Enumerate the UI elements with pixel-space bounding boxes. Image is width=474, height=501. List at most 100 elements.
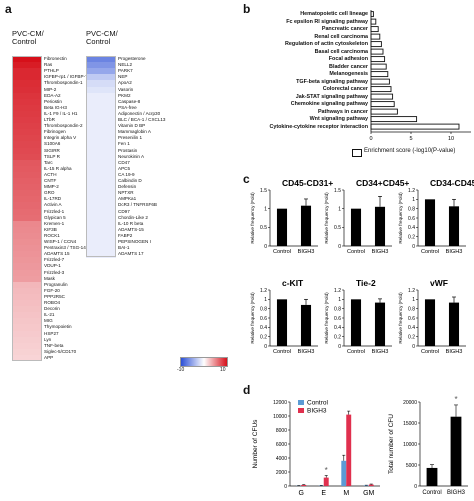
chart-y-tick-label: 0	[338, 244, 341, 250]
heatmap-cell	[12, 159, 42, 167]
heatmap-row-label: PARK7	[118, 68, 133, 74]
heatmap-cell	[12, 324, 42, 331]
cfu-category-label: E	[321, 490, 326, 497]
heatmap-cell	[12, 220, 42, 228]
chart-y-tick-label: 0.8	[408, 306, 415, 312]
heatmap-cell	[12, 293, 42, 301]
total-cfu-y-label: Total number of CFU	[388, 414, 395, 474]
heatmap-row-label: AMPKa1	[118, 196, 137, 202]
chart-category-label: BIGH3	[372, 249, 389, 255]
heatmap-row-label: Frizzled-1	[44, 208, 65, 214]
enrichment-legend-label: Enrichment score (-log10(P-value)	[364, 148, 456, 154]
heatmap-cell	[86, 92, 116, 100]
heatmap-cell	[86, 220, 116, 228]
heatmap-row-label: BLC / BCA-1 / CXCL13	[118, 117, 166, 122]
heatmap-cell	[12, 275, 42, 283]
heatmap-cell	[12, 153, 42, 161]
heatmap-row-label: Progesterone	[118, 56, 146, 61]
chart-y-tick-label: 0	[264, 244, 267, 250]
cfu-y-tick-label: 8000	[276, 428, 287, 434]
total-cfu-bar	[426, 467, 438, 486]
chart-category-label: BIGH3	[298, 249, 315, 255]
pathway-label: Renal cell carcinoma	[314, 33, 368, 40]
heatmap-row-label: Vitamin D BP	[118, 123, 146, 129]
cfu-y-tick-label: 0	[284, 484, 287, 490]
cfu-y-tick-label: 4000	[276, 456, 287, 462]
chart-category-label: Control	[421, 249, 439, 255]
chart-category-label: BIGH3	[446, 349, 463, 355]
heatmap-cell	[86, 171, 116, 179]
heatmap-cell	[12, 62, 42, 69]
heatmap-cell	[86, 62, 116, 69]
cfu-legend-swatch	[298, 408, 304, 413]
total-cfu-significance-star: *	[454, 395, 457, 404]
heatmap-cell	[86, 208, 116, 215]
heatmap-cell	[86, 74, 116, 81]
heatmap-cell	[12, 336, 42, 344]
heatmap-cell	[86, 68, 116, 75]
pathway-label: Pancreatic cancer	[321, 26, 368, 32]
heatmap-cell	[86, 239, 116, 246]
heatmap-cell	[12, 214, 42, 222]
chart-y-tick-label: 1	[338, 206, 341, 212]
chart-y-tick-label: 0.8	[334, 306, 341, 312]
heatmap-row-label: ACTH	[44, 171, 57, 177]
heatmap-row-label: ROBO4	[44, 300, 61, 305]
heatmap-row-label: Integrin alpha V	[44, 135, 77, 141]
chart-category-label: Control	[347, 249, 365, 255]
total-cfu-y-tick-label: 5000	[406, 463, 417, 469]
cfu-bar	[341, 460, 347, 486]
heatmap-cell	[12, 354, 42, 362]
heatmap-row-label: Frizzled-7	[44, 257, 65, 263]
heatmap-row-label: NELL2	[118, 62, 133, 68]
heatmap-row-label: Neurokinin A	[118, 153, 145, 159]
chart-title: CD34+CD45+	[356, 178, 409, 188]
heatmap-cell	[12, 196, 42, 203]
heatmap-cell	[86, 214, 116, 222]
total-cfu-y-tick-label: 10000	[403, 442, 417, 448]
heatmap-row-label: Defensin	[118, 184, 137, 190]
chart-category-label: BIGH3	[298, 349, 315, 355]
chart-category-label: Control	[347, 349, 365, 355]
heatmap-cell	[12, 318, 42, 325]
pathway-x-tick-label: 0	[369, 136, 372, 142]
heatmap-cell	[86, 135, 116, 142]
pathway-label: Melanogenesis	[329, 71, 368, 77]
chart-y-tick-label: 1.2	[408, 188, 415, 194]
heatmap-cell	[12, 330, 42, 337]
chart-category-label: Control	[273, 249, 291, 255]
chart-y-tick-label: 0.6	[408, 216, 415, 222]
panel-label-c: c	[243, 172, 250, 186]
chart-title: c-KIT	[282, 278, 304, 288]
chart-title: Tie-2	[356, 278, 376, 288]
chart-y-tick-label: 1	[264, 297, 267, 303]
heatmap-cell	[12, 178, 42, 185]
heatmap-row-label: FABP2	[118, 232, 133, 238]
heatmap-row-label: IGFBP-rp1 / IGFBP-7	[44, 74, 88, 80]
heatmap-row-label: TNF-beta	[44, 342, 64, 348]
heatmap-left-title-line1: PVC-CM/	[12, 29, 44, 38]
heatmap-cell	[86, 184, 116, 191]
total-cfu-category-label: BIGH3	[447, 490, 466, 496]
heatmap-row-label: Chordin-Like 2	[118, 214, 148, 220]
cfu-category-label: GM	[363, 490, 374, 497]
heatmap-cell	[12, 147, 42, 154]
heatmap-cell	[12, 232, 42, 240]
pathway-label: Regulation of actin cytoskeleton	[285, 41, 368, 47]
chart-category-label: BIGH3	[372, 349, 389, 355]
heatmap-cell	[86, 110, 116, 118]
heatmap-row-label: PKM2	[118, 92, 131, 98]
heatmap-row-label: ADAMTS 15	[44, 251, 70, 257]
heatmap-row-label: Frizzled-3	[44, 269, 65, 275]
heatmap-row-label: Ras	[44, 62, 53, 68]
cfu-y-tick-label: 2000	[276, 470, 287, 476]
heatmap-row-label: Fibrinogen	[44, 129, 66, 135]
heatmap-cell	[12, 165, 42, 173]
chart-y-label: Relative frequency (Fold)	[324, 192, 329, 244]
total-cfu-bar	[450, 416, 462, 486]
heatmap-row-label: PSA-free	[118, 104, 137, 110]
enrichment-legend-swatch	[352, 149, 362, 157]
heatmap-cell	[12, 68, 42, 75]
chart-category-label: Control	[421, 349, 439, 355]
